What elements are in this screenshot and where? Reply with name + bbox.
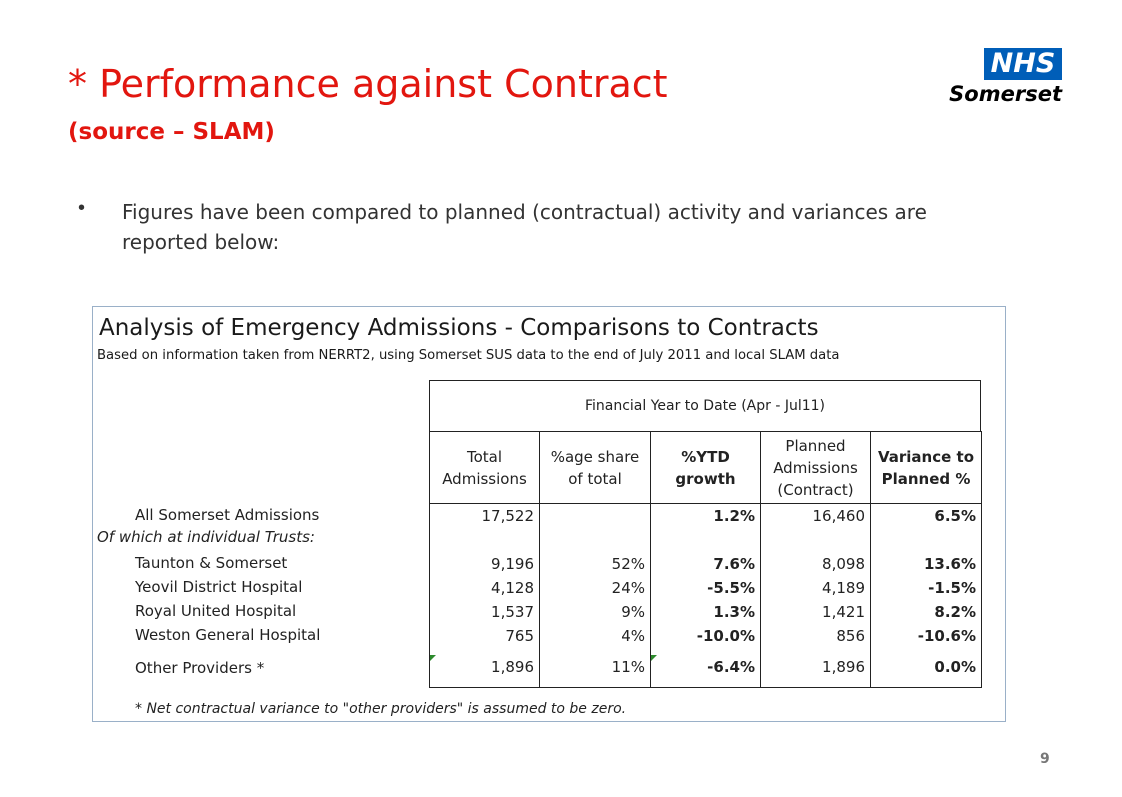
table-footnote: * Net contractual variance to "other pro… [135,701,627,717]
row-label: Yeovil District Hospital [135,578,303,596]
cell-comment-marker-icon [430,655,436,661]
admissions-table: Total Admissions %age share of total %YT… [429,431,982,688]
slide-title: * Performance against Contract [68,62,668,106]
table-row: 1,896 11% -6.4% 1,896 0.0% [429,657,982,688]
column-header-row: Total Admissions %age share of total %YT… [429,431,982,504]
nhs-somerset-logo: NHS Somerset [944,48,1062,110]
cell-planned: 856 [760,623,871,648]
cell-total: 1,896 [429,657,540,688]
row-label: Weston General Hospital [135,626,321,644]
cell-growth: -6.4% [650,657,761,688]
table-row: 9,196 52% 7.6% 8,098 13.6% [429,551,982,576]
table-row: 17,522 1.2% 16,460 6.5% [429,503,982,528]
cell-planned: 1,896 [760,657,871,688]
col-ytd-growth: %YTD growth [650,431,761,504]
row-label: Taunton & Somerset [135,554,288,572]
table-title: Analysis of Emergency Admissions - Compa… [99,315,819,341]
cell-growth: -10.0% [650,623,761,648]
cell-planned: 4,189 [760,575,871,600]
row-label: All Somerset Admissions [135,506,320,524]
col-variance: Variance to Planned % [870,431,982,504]
bullet-text: Figures have been compared to planned (c… [122,200,927,254]
bullet-point: • Figures have been compared to planned … [78,197,998,257]
cell-growth: 1.3% [650,599,761,624]
cell-comment-marker-icon [651,655,657,661]
cell-growth: 7.6% [650,551,761,576]
section-label: Of which at individual Trusts: [97,528,315,546]
cell-variance: -1.5% [870,575,982,600]
cell-share: 11% [539,657,651,688]
cell-share: 52% [539,551,651,576]
row-label: Other Providers * [135,659,265,677]
cell-share: 9% [539,599,651,624]
cell-growth: -5.5% [650,575,761,600]
cell-share: 4% [539,623,651,648]
cell-share [539,503,651,528]
table-row: 765 4% -10.0% 856 -10.6% [429,623,982,648]
cell-total: 765 [429,623,540,648]
cell-growth: 1.2% [650,503,761,528]
cell-total: 9,196 [429,551,540,576]
page-number: 9 [1040,751,1050,767]
table-row-spacer [429,647,982,658]
bullet-dot-icon: • [78,197,86,219]
cell-total: 17,522 [429,503,540,528]
table-row: 4,128 24% -5.5% 4,189 -1.5% [429,575,982,600]
cell-variance: 0.0% [870,657,982,688]
col-planned-admissions: Planned Admissions (Contract) [760,431,871,504]
slide-subtitle: (source – SLAM) [68,119,275,145]
cell-planned: 16,460 [760,503,871,528]
cell-total: 1,537 [429,599,540,624]
cell-share: 24% [539,575,651,600]
admissions-table-image: Analysis of Emergency Admissions - Compa… [92,306,1006,722]
table-row: 1,537 9% 1.3% 1,421 8.2% [429,599,982,624]
nhs-logo-mark: NHS [984,48,1062,80]
cell-total: 4,128 [429,575,540,600]
cell-variance: -10.6% [870,623,982,648]
table-row-spacer [429,527,982,552]
cell-variance: 6.5% [870,503,982,528]
row-label: Royal United Hospital [135,602,297,620]
cell-variance: 8.2% [870,599,982,624]
col-total-admissions: Total Admissions [429,431,540,504]
cell-planned: 8,098 [760,551,871,576]
table-subtitle: Based on information taken from NERRT2, … [97,348,840,363]
cell-variance: 13.6% [870,551,982,576]
col-share: %age share of total [539,431,651,504]
nhs-logo-name: Somerset [949,82,1062,106]
cell-planned: 1,421 [760,599,871,624]
period-header: Financial Year to Date (Apr - Jul11) [429,380,981,432]
